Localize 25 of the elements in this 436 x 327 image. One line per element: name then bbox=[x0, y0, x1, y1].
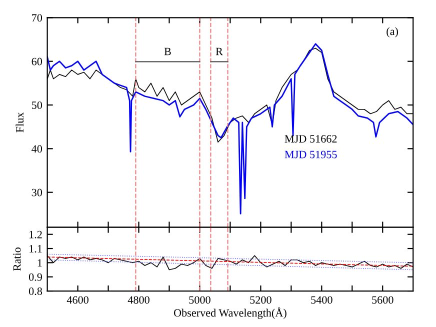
y-tick-label: 1.1 bbox=[30, 245, 42, 253]
y-tick-label: 0.8 bbox=[28, 287, 42, 296]
annotation: R bbox=[216, 48, 223, 56]
y-tick-label: 60 bbox=[32, 58, 42, 66]
series-label: MJD 51955 bbox=[284, 150, 337, 158]
x-tick-label: 5600 bbox=[372, 296, 394, 304]
y-tick-label: 40 bbox=[32, 145, 42, 153]
y-tick-label: 70 bbox=[32, 14, 42, 22]
y-axis-title: Flux bbox=[16, 112, 24, 132]
line-series bbox=[47, 43, 414, 214]
y-tick-label: 0.9 bbox=[28, 273, 42, 281]
x-axis-title: Observed Wavelength(Å) bbox=[174, 307, 286, 319]
x-tick-label: 4600 bbox=[66, 296, 88, 304]
y-tick-label: 1.2 bbox=[30, 230, 42, 238]
x-tick-label: 5000 bbox=[189, 296, 210, 304]
x-tick-label: 4800 bbox=[128, 296, 150, 304]
y-tick-label: 30 bbox=[32, 188, 42, 196]
y-axis-title: Ratio bbox=[13, 248, 21, 271]
y-tick-label: 50 bbox=[32, 101, 42, 109]
x-tick-label: 5400 bbox=[311, 296, 332, 304]
annotation: B bbox=[164, 48, 171, 56]
y-tick-label: 1 bbox=[38, 259, 42, 267]
x-tick-label: 5200 bbox=[250, 296, 272, 304]
series-label: MJD 51662 bbox=[284, 135, 337, 143]
annotation: (a) bbox=[386, 27, 398, 38]
